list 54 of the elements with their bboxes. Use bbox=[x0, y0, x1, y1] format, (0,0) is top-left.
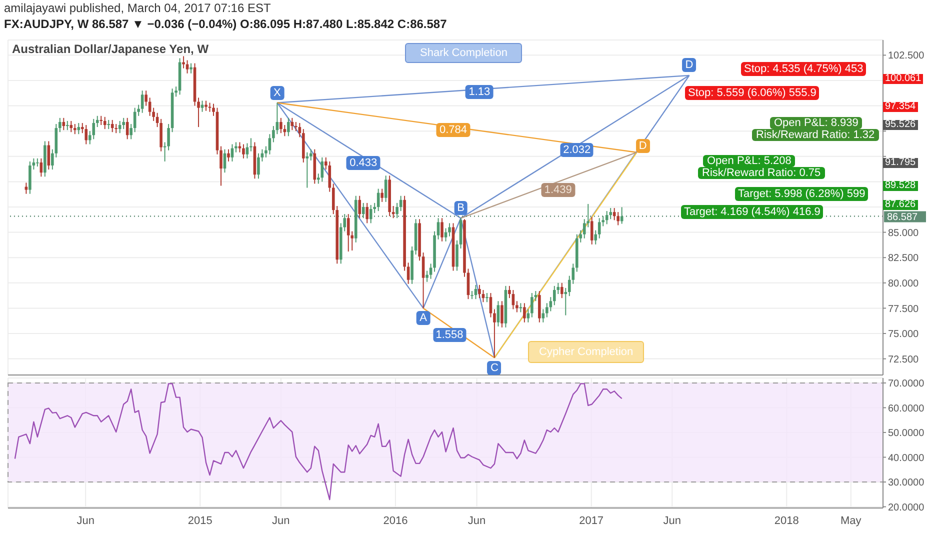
chart-title: Australian Dollar/Japanese Yen, W bbox=[12, 42, 209, 56]
y-tick-label: 102.500 bbox=[888, 50, 925, 62]
y-tick-label: 60.0000 bbox=[888, 403, 925, 414]
annotation: 0.784 bbox=[436, 123, 470, 138]
y-tick-label: 85.000 bbox=[888, 228, 920, 239]
annotation: A bbox=[416, 311, 430, 326]
y-tick-label: 50.0000 bbox=[888, 428, 925, 440]
text: 95.526 bbox=[883, 119, 918, 130]
annotation: Open P&L: 8.939 bbox=[770, 117, 862, 129]
text: 91.795 bbox=[883, 157, 918, 168]
x-tick-label: 2016 bbox=[383, 514, 408, 527]
annotation: 1.439 bbox=[541, 182, 575, 197]
x-tick-label: Jun bbox=[272, 514, 290, 527]
annotation: 2.032 bbox=[560, 143, 594, 158]
annotation: Cypher Completion bbox=[528, 341, 644, 363]
annotation: 1.558 bbox=[432, 328, 466, 342]
text: 89.528 bbox=[883, 180, 918, 191]
chart-subtitle: FX:AUDJPY, W 86.587 ▼ −0.036 (−0.04%) O:86.095 H:87.480 L:85.842 C:86.587 bbox=[4, 17, 447, 31]
x-tick-label: Jun bbox=[663, 514, 682, 527]
y-tick-label: 40.0000 bbox=[888, 452, 925, 464]
text: 97.354 bbox=[883, 101, 918, 112]
y-tick-label: 30.0000 bbox=[888, 478, 925, 489]
y-tick-label: 80.000 bbox=[888, 278, 920, 290]
x-tick-label: Jun bbox=[76, 514, 94, 527]
y-tick-label: 82.500 bbox=[888, 253, 920, 264]
text: 87.626 bbox=[883, 199, 918, 210]
annotation: Open P&L: 5.208 bbox=[703, 155, 796, 167]
annotation: Shark Completion bbox=[405, 43, 522, 63]
annotation: D bbox=[636, 139, 650, 154]
annotation: Stop: 4.535 (4.75%) 453 bbox=[741, 62, 866, 76]
annotation: 1.13 bbox=[466, 84, 494, 99]
x-tick-label: 2015 bbox=[188, 514, 212, 527]
y-tick-label: 72.500 bbox=[888, 354, 920, 366]
x-tick-label: Jun bbox=[468, 514, 486, 527]
y-tick-label: 20.0000 bbox=[888, 502, 925, 514]
text: 100.061 bbox=[883, 73, 924, 84]
x-tick-label: 2018 bbox=[774, 514, 799, 527]
y-tick-label: 77.500 bbox=[888, 304, 920, 315]
annotation: X bbox=[270, 86, 284, 100]
annotation: C bbox=[487, 360, 502, 375]
annotation: Risk/Reward Ratio: 0.75 bbox=[698, 167, 825, 179]
ref-line-label: 86.587 bbox=[887, 212, 918, 224]
annotation: B bbox=[454, 201, 468, 216]
annotation: Target: 4.169 (4.54%) 416.9 bbox=[681, 205, 824, 219]
x-tick-label: May bbox=[840, 514, 862, 527]
annotation: Stop: 5.559 (6.06%) 555.9 bbox=[685, 86, 820, 100]
text: amilajayawi published, March 04, 2017 07:16 EST bbox=[4, 1, 271, 15]
x-tick-label: 2017 bbox=[579, 514, 604, 527]
annotation: Target: 5.998 (6.28%) 599 bbox=[735, 187, 868, 201]
annotation: Risk/Reward Ratio: 1.32 bbox=[752, 129, 879, 141]
y-tick-label: 75.000 bbox=[888, 329, 920, 340]
y-tick-label: 70.0000 bbox=[888, 378, 925, 390]
annotation: 0.433 bbox=[346, 156, 380, 170]
annotation: D bbox=[682, 58, 696, 72]
